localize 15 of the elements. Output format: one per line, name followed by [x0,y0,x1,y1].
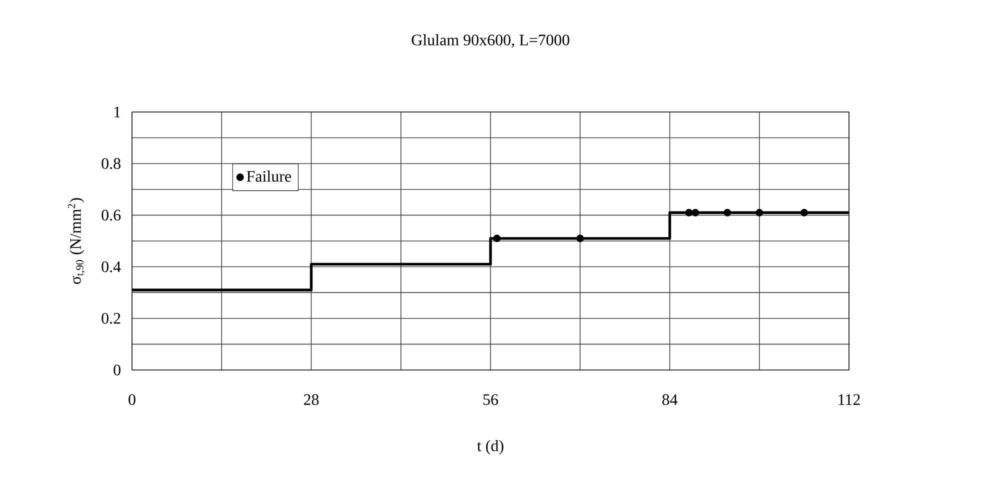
x-tick-label: 112 [838,394,860,405]
legend-label: Failure [246,170,292,182]
y-tick-label: 0.2 [102,312,120,324]
y-tick-label: 0.8 [102,158,120,170]
chart-title: Glulam 90x600, L=7000 [412,34,570,48]
x-tick-label: 84 [662,394,678,406]
x-tick-label: 0 [128,394,136,406]
y-tick-label: 1 [114,106,120,118]
y-tick-label: 0.6 [102,210,121,221]
y-tick-label: 0 [114,364,120,376]
x-tick-label: 28 [304,394,319,406]
x-tick-label: 56 [483,394,498,405]
y-tick-label: 0.4 [102,261,121,272]
x-axis-title: t (d) [477,440,504,454]
y-axis-title: σ$_{t,90}$ (N/mm$^{2}$) [68,198,85,284]
